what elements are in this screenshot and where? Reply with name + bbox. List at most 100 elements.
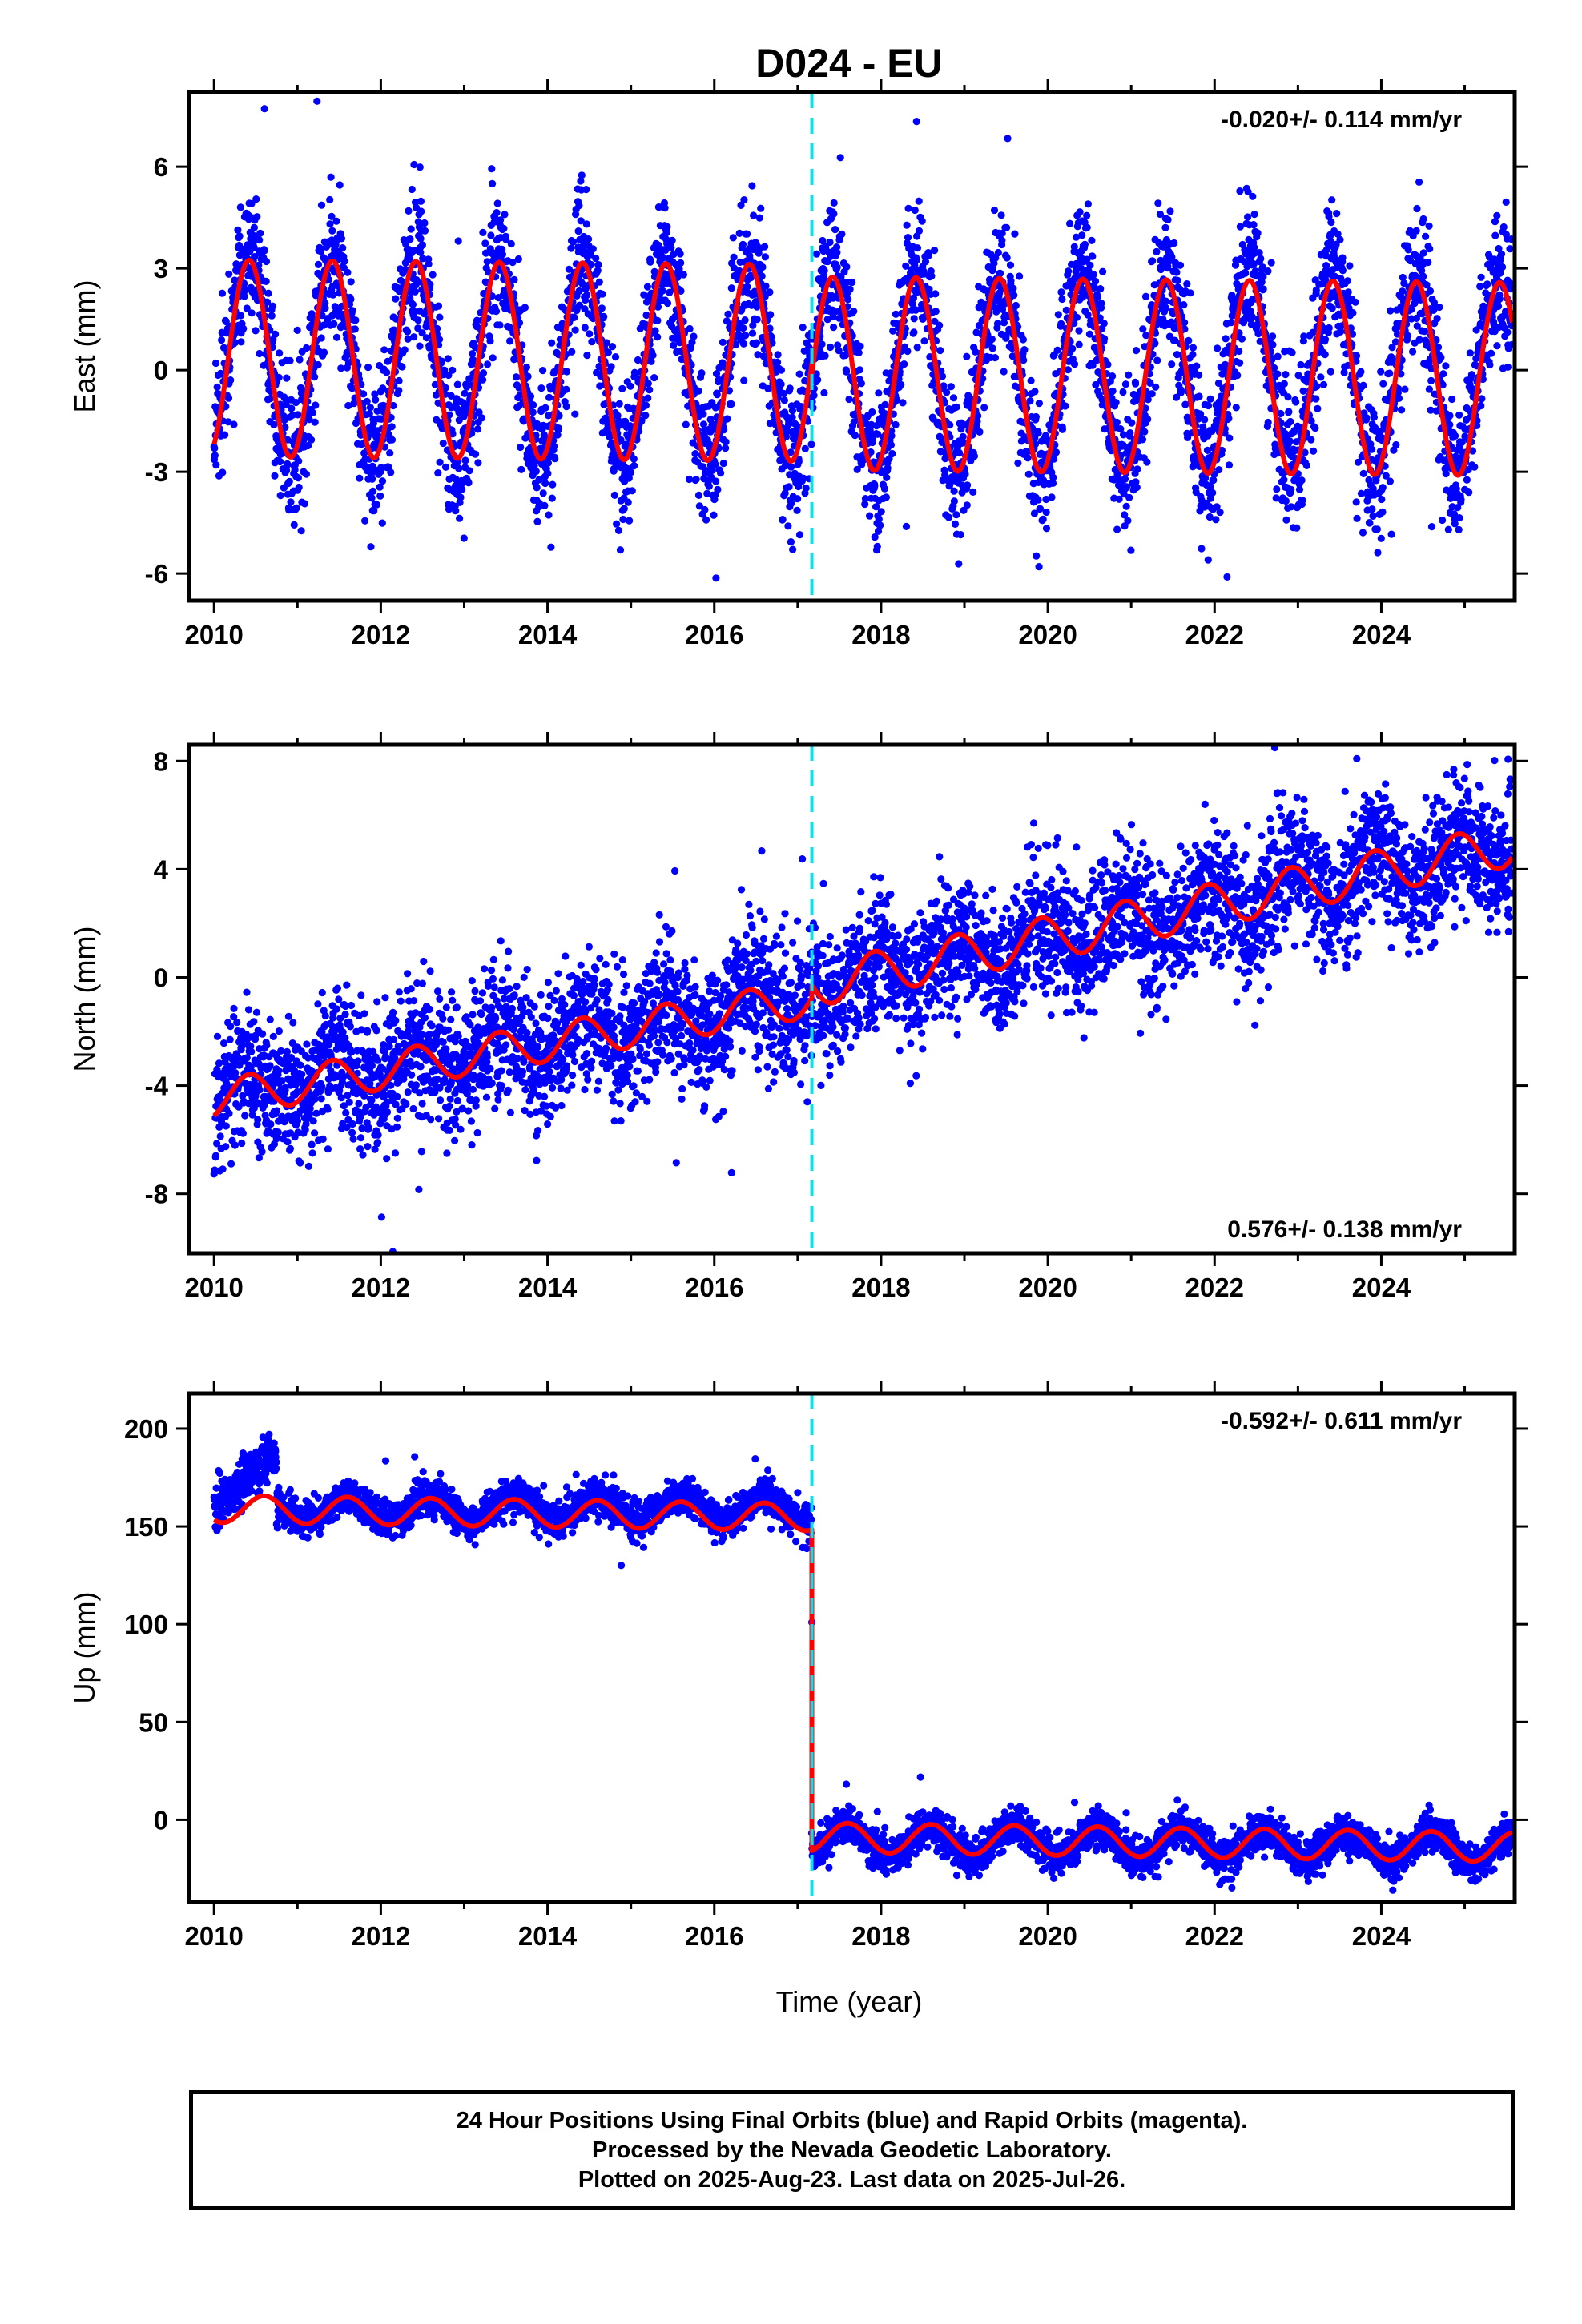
east-data-point (269, 336, 277, 344)
east-data-point (290, 521, 298, 529)
east-data-point (547, 543, 555, 551)
east-data-point (1486, 360, 1494, 369)
east-data-point (988, 335, 996, 344)
east-data-point (956, 531, 964, 539)
east-data-point (1070, 360, 1079, 368)
east-data-point (1097, 300, 1105, 308)
east-data-point (234, 226, 242, 234)
east-data-point (932, 308, 940, 316)
east-data-point (692, 476, 700, 484)
east-data-point (1034, 429, 1042, 437)
east-data-point (1000, 319, 1008, 327)
east-data-point (378, 519, 386, 527)
east-data-point (1274, 370, 1282, 378)
east-data-point (1313, 382, 1321, 390)
east-data-point (743, 283, 751, 291)
east-data-point (1152, 383, 1160, 391)
east-data-point (588, 338, 596, 346)
east-data-point (488, 165, 496, 173)
east-data-point (766, 288, 774, 296)
east-data-point (1476, 283, 1484, 291)
east-data-point (843, 368, 851, 376)
east-data-point (329, 291, 337, 299)
east-data-point (932, 290, 940, 298)
east-data-point (1122, 483, 1131, 491)
east-data-point (1282, 371, 1290, 379)
east-data-point (1420, 328, 1428, 336)
east-data-point (444, 355, 452, 363)
east-data-point (739, 340, 748, 348)
east-data-point (654, 303, 662, 311)
east-data-point (468, 350, 477, 358)
east-data-point (676, 250, 684, 258)
east-data-point (392, 295, 400, 303)
east-data-point (846, 285, 854, 293)
east-data-point (1259, 285, 1267, 293)
east-data-point (662, 246, 670, 254)
east-data-point (365, 410, 373, 418)
east-data-point (931, 247, 939, 255)
east-data-point (625, 474, 633, 482)
east-data-point (512, 373, 521, 381)
east-data-point (750, 211, 758, 219)
east-data-point (1006, 261, 1015, 269)
east-data-point (843, 278, 851, 287)
east-data-point (921, 258, 930, 266)
east-data-point (797, 403, 805, 411)
east-data-point (1086, 261, 1094, 269)
east-data-point (562, 385, 570, 393)
east-data-point (1092, 380, 1100, 389)
east-data-point (859, 456, 867, 464)
east-data-point (222, 317, 230, 326)
east-data-point (1236, 187, 1244, 195)
east-data-point (581, 324, 589, 332)
east-data-point (1238, 335, 1246, 343)
east-data-point (449, 366, 457, 374)
east-data-point (1267, 259, 1275, 267)
east-data-point (414, 316, 422, 324)
east-data-point (386, 449, 394, 457)
east-data-point (741, 316, 749, 324)
east-data-point (540, 431, 548, 439)
east-data-point (221, 431, 229, 439)
east-data-point (1234, 372, 1242, 380)
east-data-point (521, 304, 529, 312)
east-data-point (1419, 272, 1427, 280)
east-data-point (409, 307, 417, 316)
east-data-point (1161, 304, 1170, 312)
east-data-point (996, 269, 1004, 277)
east-data-point (224, 418, 232, 426)
east-data-point (959, 432, 967, 440)
east-data-point (1173, 276, 1181, 284)
east-data-point (1201, 416, 1209, 424)
east-data-point (282, 400, 290, 409)
east-data-point (317, 201, 326, 209)
east-data-point (225, 270, 233, 278)
east-data-point (1424, 259, 1432, 267)
east-data-point (1049, 473, 1057, 481)
east-data-point (264, 289, 272, 297)
east-data-point (634, 356, 642, 364)
east-data-point (1368, 445, 1376, 453)
east-data-point (1286, 437, 1294, 445)
east-data-point (369, 420, 377, 428)
east-data-point (1132, 347, 1141, 355)
east-data-point (940, 382, 948, 390)
east-data-point (610, 491, 619, 500)
east-data-point (1386, 477, 1394, 485)
east-data-point (850, 308, 858, 316)
east-data-point (874, 430, 882, 438)
east-data-point (1128, 419, 1136, 427)
east-data-point (1064, 366, 1072, 374)
east-data-point (1214, 379, 1222, 388)
east-data-point (288, 404, 296, 412)
east-data-point (621, 417, 630, 425)
east-data-point (1053, 346, 1061, 354)
east-data-point (1257, 255, 1265, 263)
east-data-point (484, 268, 493, 276)
east-data-point (956, 448, 964, 457)
east-data-point (417, 207, 425, 215)
east-data-point (1465, 489, 1473, 497)
east-data-point (429, 271, 437, 279)
east-data-point (1185, 336, 1193, 344)
